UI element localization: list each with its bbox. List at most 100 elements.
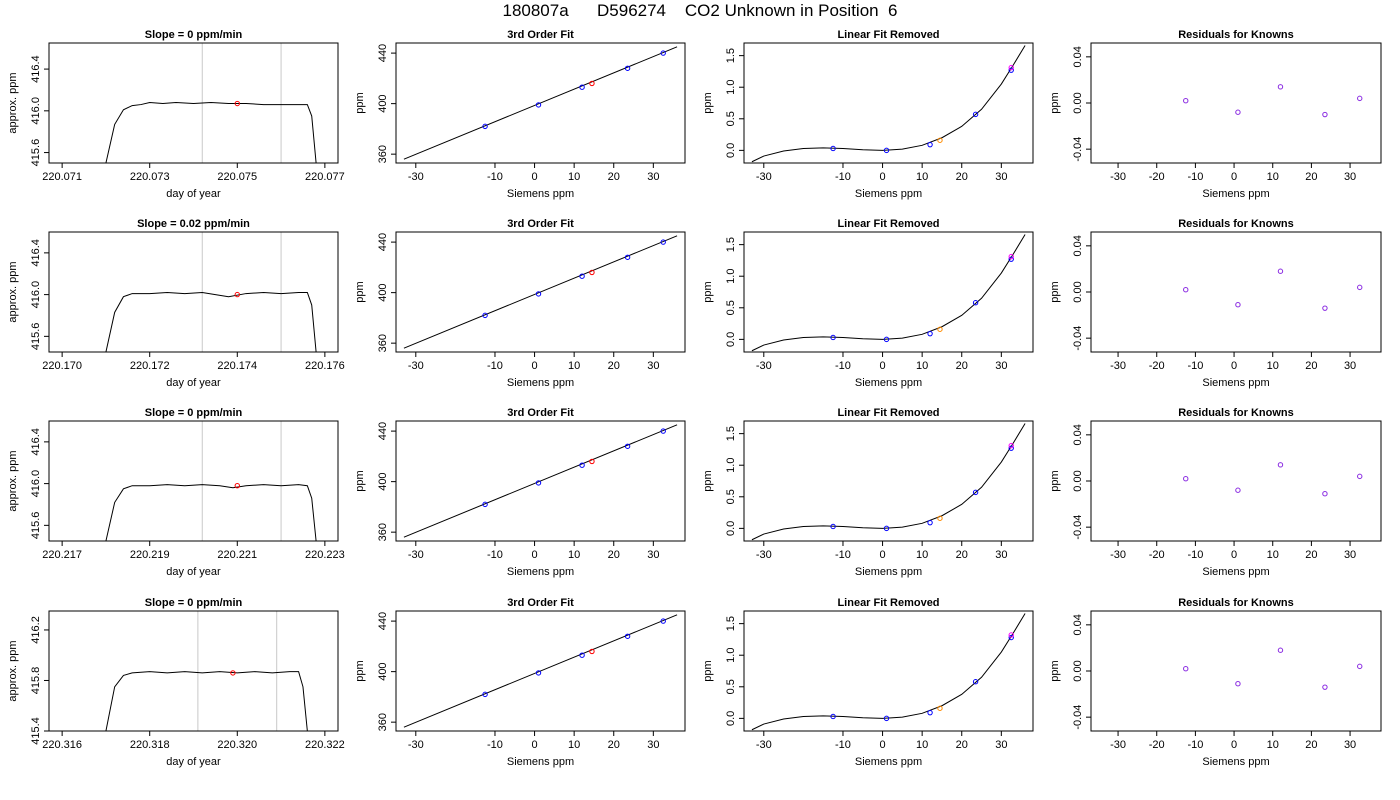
fit-curve: [751, 613, 1026, 731]
chart-panel: Linear Fit Removed Siemens ppm ppm -30 -10 0 1…: [702, 407, 1034, 578]
x-tick-label: -10: [835, 360, 851, 372]
data-point: [883, 336, 890, 343]
plot-frame: [395, 42, 686, 164]
y-axis-label: approx. ppm: [7, 72, 19, 133]
chart-title: Linear Fit Removed: [837, 218, 939, 230]
chart-panel: Linear Fit Removed Siemens ppm ppm -30 -10 0 1…: [702, 597, 1034, 768]
data-point: [972, 679, 979, 685]
x-tick-label: -10: [487, 171, 503, 183]
data-point: [1008, 67, 1014, 73]
x-tick-label: 0: [1231, 360, 1237, 372]
x-tick-label: -20: [1149, 171, 1165, 183]
plot-frame: [1090, 231, 1382, 353]
data-point: [1008, 632, 1014, 638]
plot-frame: [1090, 42, 1382, 164]
data-point: [234, 482, 240, 489]
y-tick-label: 416.0: [30, 97, 42, 125]
y-axis-label: approx. ppm: [7, 640, 19, 701]
x-tick-label: -30: [408, 739, 424, 751]
y-tick-label: 416.4: [30, 428, 42, 456]
data-point: [1277, 647, 1284, 653]
x-axis-label: day of year: [166, 188, 221, 200]
chart-title: Slope = 0.02 ppm/min: [137, 218, 250, 230]
x-tick-label: 10: [916, 360, 928, 372]
plot-frame: [48, 610, 339, 732]
x-tick-label: -30: [756, 360, 772, 372]
data-point: [589, 648, 595, 655]
x-tick-label: 20: [608, 171, 620, 183]
x-tick-label: 30: [1344, 360, 1356, 372]
data-point: [1357, 284, 1363, 291]
data-point: [234, 100, 240, 107]
data-point: [1357, 473, 1363, 480]
chart-title: Slope = 0 ppm/min: [145, 597, 243, 609]
x-tick-label: 10: [568, 360, 580, 372]
chart-title: 3rd Order Fit: [507, 407, 574, 419]
x-tick-label: -30: [756, 171, 772, 183]
data-point: [1008, 64, 1014, 71]
y-tick-label: 0.5: [725, 489, 737, 504]
x-tick-label: 20: [1305, 549, 1317, 561]
data-point: [1008, 634, 1014, 641]
x-tick-label: 220.071: [42, 171, 82, 183]
x-axis-label: Siemens ppm: [507, 756, 574, 768]
data-point: [972, 300, 979, 306]
x-tick-label: 30: [995, 171, 1007, 183]
data-point: [234, 291, 240, 298]
chart-title: Linear Fit Removed: [837, 407, 939, 419]
x-tick-label: 20: [1305, 360, 1317, 372]
y-tick-label: 440: [377, 612, 389, 630]
fit-line: [403, 614, 678, 728]
data-point: [1322, 111, 1328, 118]
data-point: [927, 709, 933, 716]
y-tick-label: 1.0: [725, 648, 737, 663]
chart-title: Slope = 0 ppm/min: [145, 407, 243, 419]
data-point: [1322, 490, 1328, 497]
x-tick-label: 10: [916, 171, 928, 183]
data-point: [937, 137, 943, 143]
data-point: [1235, 487, 1241, 493]
x-tick-label: -10: [835, 739, 851, 751]
x-tick-label: 10: [568, 171, 580, 183]
x-axis-label: Siemens ppm: [507, 377, 574, 389]
data-point: [482, 501, 488, 508]
y-tick-label: 415.6: [30, 512, 42, 540]
x-tick-label: -10: [835, 549, 851, 561]
y-tick-label: 0.04: [1072, 424, 1084, 445]
x-tick-label: -20: [1149, 549, 1165, 561]
fit-curve: [751, 45, 1026, 163]
data-point: [972, 489, 979, 496]
x-tick-label: 220.073: [130, 171, 170, 183]
data-point: [1183, 475, 1189, 482]
data-point: [883, 525, 890, 532]
x-tick-label: 220.316: [42, 739, 82, 751]
x-axis-label: Siemens ppm: [1202, 566, 1269, 578]
x-tick-label: -20: [1149, 360, 1165, 372]
data-point: [624, 443, 631, 449]
data-point: [1235, 109, 1241, 115]
y-axis-label: ppm: [354, 470, 366, 491]
plot-area: [105, 43, 317, 163]
x-tick-label: -10: [1187, 549, 1203, 561]
x-tick-label: 10: [916, 549, 928, 561]
fit-line: [403, 424, 678, 538]
x-tick-label: 220.176: [305, 360, 345, 372]
chart-title: 3rd Order Fit: [507, 597, 574, 609]
y-tick-label: 360: [377, 145, 389, 163]
x-tick-label: 10: [1267, 360, 1279, 372]
y-tick-label: -0.04: [1072, 515, 1084, 540]
x-axis-label: Siemens ppm: [507, 566, 574, 578]
y-tick-label: 0.00: [1072, 660, 1084, 681]
x-axis-label: Siemens ppm: [855, 756, 922, 768]
data-point: [1008, 253, 1014, 260]
x-tick-label: 20: [956, 171, 968, 183]
x-tick-label: 220.077: [305, 171, 345, 183]
y-tick-label: 440: [377, 422, 389, 440]
plot-area: [403, 614, 678, 728]
chart-panel: Residuals for Knowns Siemens ppm ppm -30 -20…: [1049, 597, 1382, 768]
data-point: [660, 239, 666, 245]
plot-frame: [743, 42, 1034, 164]
data-point: [535, 670, 542, 676]
x-tick-label: 10: [568, 739, 580, 751]
fit-line: [403, 235, 678, 349]
